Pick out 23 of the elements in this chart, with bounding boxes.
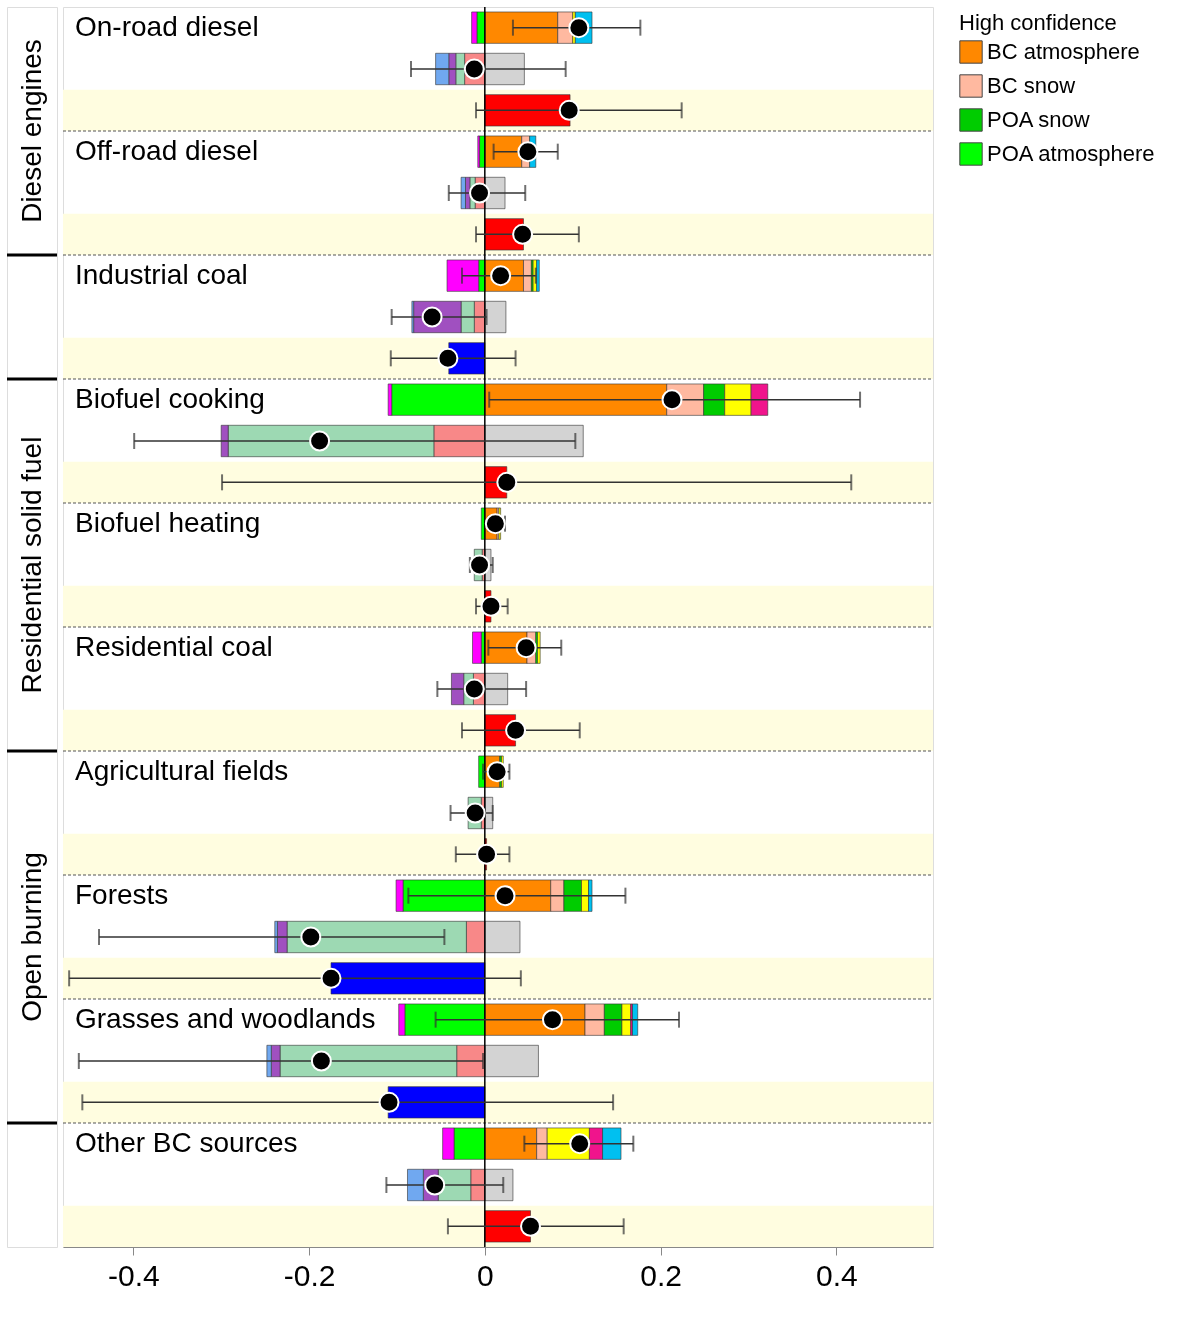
x-tick-label: 0.2 [640, 1258, 682, 1292]
text: Open burning [16, 852, 47, 1022]
y-tick-label: On-road diesel [75, 10, 259, 42]
y-tick-label: Forests [75, 878, 169, 910]
text: Diesel engines [16, 39, 47, 223]
x-tick-label: -0.2 [283, 1258, 336, 1292]
y-tick-label: Biofuel cooking [75, 382, 265, 414]
x-tick-label: 0.4 [815, 1258, 858, 1292]
y-tick-label: Off-road diesel [75, 134, 259, 166]
y-tick-label: Industrial coal [75, 258, 248, 290]
legend-title: High confidence [959, 10, 1117, 35]
legend-label: POA atmosphere [987, 141, 1155, 166]
y-tick-label: Other BC sources [75, 1126, 298, 1158]
y-tick-label: Biofuel heating [75, 506, 261, 538]
x-tick-label: 0 [476, 1258, 494, 1292]
legend-label: BC snow [987, 73, 1076, 98]
y-tick-label: Grasses and woodlands [75, 1002, 376, 1034]
legend-label: POA snow [987, 107, 1090, 132]
text: Residential solid fuel [16, 436, 47, 694]
y-tick-label: Agricultural fields [75, 754, 289, 786]
y-tick-label: Residential coal [75, 630, 273, 662]
legend-label: BC atmosphere [987, 39, 1140, 64]
x-tick-label: -0.4 [107, 1258, 160, 1292]
